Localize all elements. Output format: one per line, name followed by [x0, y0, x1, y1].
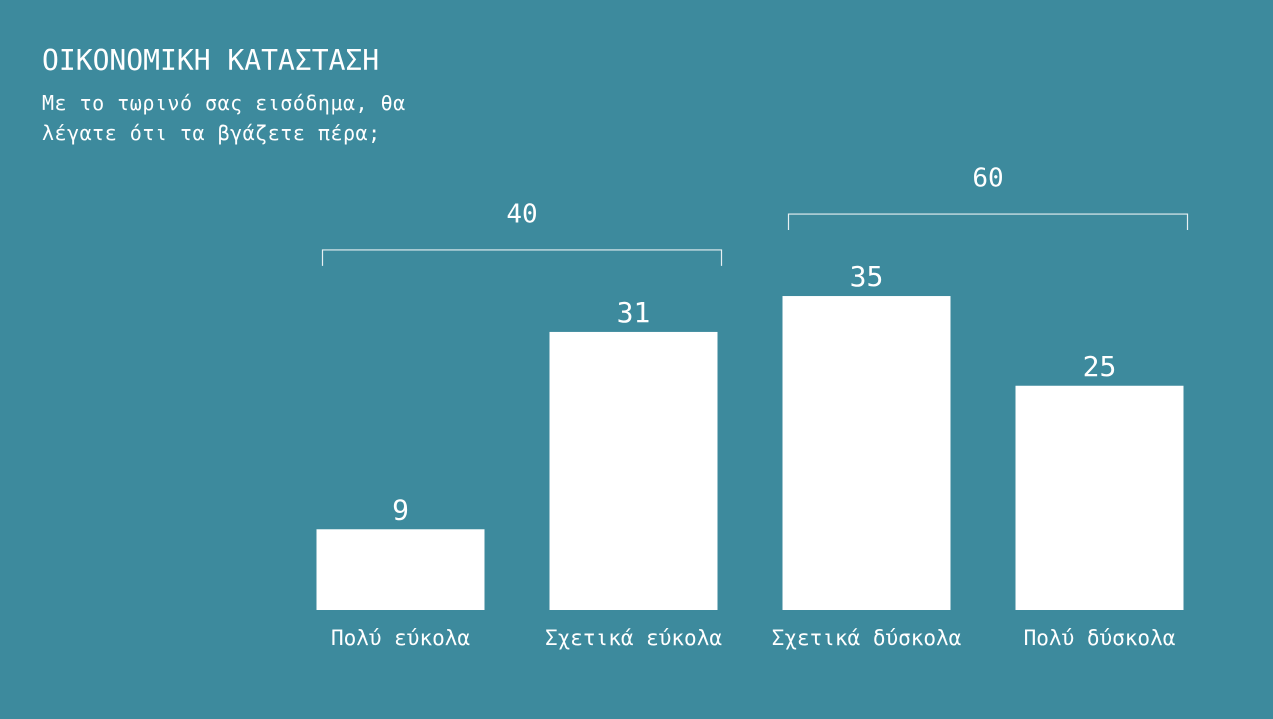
x-tick-label: Σχετικά δύσκολα: [772, 626, 962, 650]
bar: [1015, 385, 1184, 610]
value-label: 25: [1083, 350, 1117, 383]
value-label: 31: [617, 296, 651, 329]
x-tick-label: Σχετικά εύκολα: [545, 626, 722, 650]
bar: [316, 529, 485, 610]
x-tick-label: Πολύ δύσκολα: [1024, 626, 1176, 650]
x-tick-label: Πολύ εύκολα: [331, 626, 470, 650]
group-bracket: [787, 213, 1189, 231]
bar: [549, 331, 718, 610]
group-total: 40: [506, 199, 537, 229]
value-label: 9: [392, 493, 409, 526]
chart-subtitle: Με το τωρινό σας εισόδημα, θα λέγατε ότι…: [42, 91, 406, 145]
group-bracket: [321, 249, 723, 266]
value-label: 35: [850, 260, 884, 293]
chart-title: ΟΙΚΟΝΟΜΙΚΗ ΚΑΤΑΣΤΑΣΗ: [42, 44, 380, 77]
group-total: 60: [972, 164, 1003, 194]
bar: [782, 296, 951, 610]
